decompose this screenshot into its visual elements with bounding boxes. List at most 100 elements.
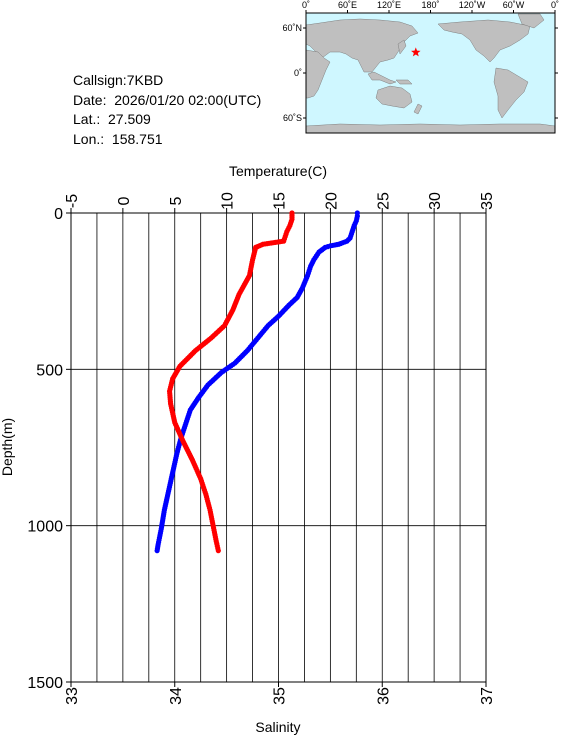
salinity-point	[276, 239, 283, 245]
temperature-point	[300, 283, 306, 289]
temperature-point	[208, 379, 214, 385]
salinity-point	[186, 449, 192, 456]
temperature-point	[183, 420, 189, 426]
temperature-point	[308, 263, 314, 269]
temperature-point	[334, 242, 340, 248]
salinity-point	[248, 266, 254, 272]
salinity-point	[258, 242, 264, 248]
salinity-point	[233, 299, 239, 305]
temperature-point	[162, 505, 168, 511]
temperature-point	[350, 224, 357, 231]
salinity-point	[176, 365, 182, 371]
map-lat-tick-label: 60˚S	[283, 113, 302, 123]
temperature-point	[161, 507, 167, 513]
temperature-point	[184, 416, 190, 422]
salinity-point	[214, 541, 220, 547]
map-lat-tick-label: 0˚	[294, 68, 302, 78]
temperature-point	[154, 548, 160, 554]
salinity-point	[169, 407, 175, 413]
temperature-point	[170, 467, 176, 474]
salinity-point	[170, 376, 176, 382]
salinity-point	[212, 532, 218, 538]
temperature-point	[235, 357, 241, 363]
salinity-point	[289, 210, 295, 216]
salinity-point	[192, 463, 198, 469]
temperature-point	[159, 522, 165, 528]
temperature-point	[193, 398, 199, 404]
salinity-point	[183, 357, 189, 363]
temperature-point	[179, 431, 185, 437]
temperature-point	[171, 463, 177, 469]
temperature-point	[240, 352, 246, 358]
salinity-point	[216, 327, 223, 333]
temperature-point	[252, 339, 258, 345]
temperature-point	[250, 340, 256, 347]
salinity-point	[231, 305, 237, 311]
temperature-point	[304, 275, 310, 281]
temperature-point	[316, 249, 322, 255]
temperature-point	[181, 427, 187, 433]
temperature-point	[213, 374, 219, 380]
temperature-point	[174, 448, 181, 455]
salinity-point	[178, 434, 184, 440]
temperature-point	[187, 407, 193, 413]
temperature-tick-label: 15	[272, 192, 289, 210]
temperature-point	[313, 253, 319, 259]
temperature-point	[348, 231, 355, 237]
temperature-point	[155, 541, 161, 548]
temperature-point	[286, 302, 292, 308]
salinity-point	[287, 222, 293, 229]
salinity-point	[179, 436, 185, 442]
temperature-point	[268, 319, 275, 326]
salinity-point	[222, 321, 229, 327]
temperature-tick-label: -5	[64, 194, 81, 208]
salinity-point	[173, 421, 179, 428]
salinity-point	[236, 291, 242, 297]
temperature-point	[232, 360, 238, 366]
temperature-point	[307, 265, 313, 272]
salinity-point	[181, 440, 187, 446]
salinity-point	[204, 496, 210, 502]
salinity-point	[208, 511, 214, 518]
salinity-point	[215, 329, 221, 335]
salinity-point	[286, 224, 292, 231]
salinity-point	[224, 319, 230, 325]
salinity-point	[231, 303, 238, 309]
temperature-point	[349, 229, 355, 235]
temperature-point	[295, 292, 301, 299]
salinity-point	[183, 444, 189, 450]
salinity-point	[206, 336, 212, 343]
temperature-point	[354, 210, 360, 216]
salinity-point	[172, 372, 178, 378]
salinity-point	[167, 386, 173, 392]
map-lon-tick-label: 60˚W	[503, 0, 525, 10]
salinity-point	[242, 280, 248, 286]
temperature-point	[168, 478, 174, 484]
salinity-axis-title: Salinity	[255, 719, 300, 735]
temperature-point	[178, 435, 184, 441]
salinity-point	[240, 284, 246, 290]
temperature-point	[292, 296, 299, 302]
salinity-point	[168, 384, 174, 390]
salinity-point	[268, 240, 274, 246]
salinity-point	[206, 502, 212, 509]
temperature-point	[159, 519, 165, 526]
salinity-point	[229, 309, 235, 315]
temperature-point	[309, 261, 315, 267]
map-lon-tick-label: 120˚W	[459, 0, 486, 10]
salinity-point	[220, 324, 226, 330]
salinity-point	[215, 545, 221, 551]
temperature-tick-label: 10	[220, 192, 237, 210]
salinity-point	[207, 507, 213, 513]
temperature-point	[202, 385, 208, 392]
salinity-point	[264, 241, 270, 247]
salinity-point	[210, 520, 216, 527]
salinity-point	[169, 378, 175, 384]
temperature-point	[249, 342, 255, 348]
salinity-point	[211, 527, 217, 533]
salinity-point	[167, 394, 173, 401]
salinity-point	[167, 396, 173, 403]
salinity-point	[201, 487, 207, 493]
salinity-point	[266, 240, 272, 246]
temperature-point	[338, 240, 344, 247]
